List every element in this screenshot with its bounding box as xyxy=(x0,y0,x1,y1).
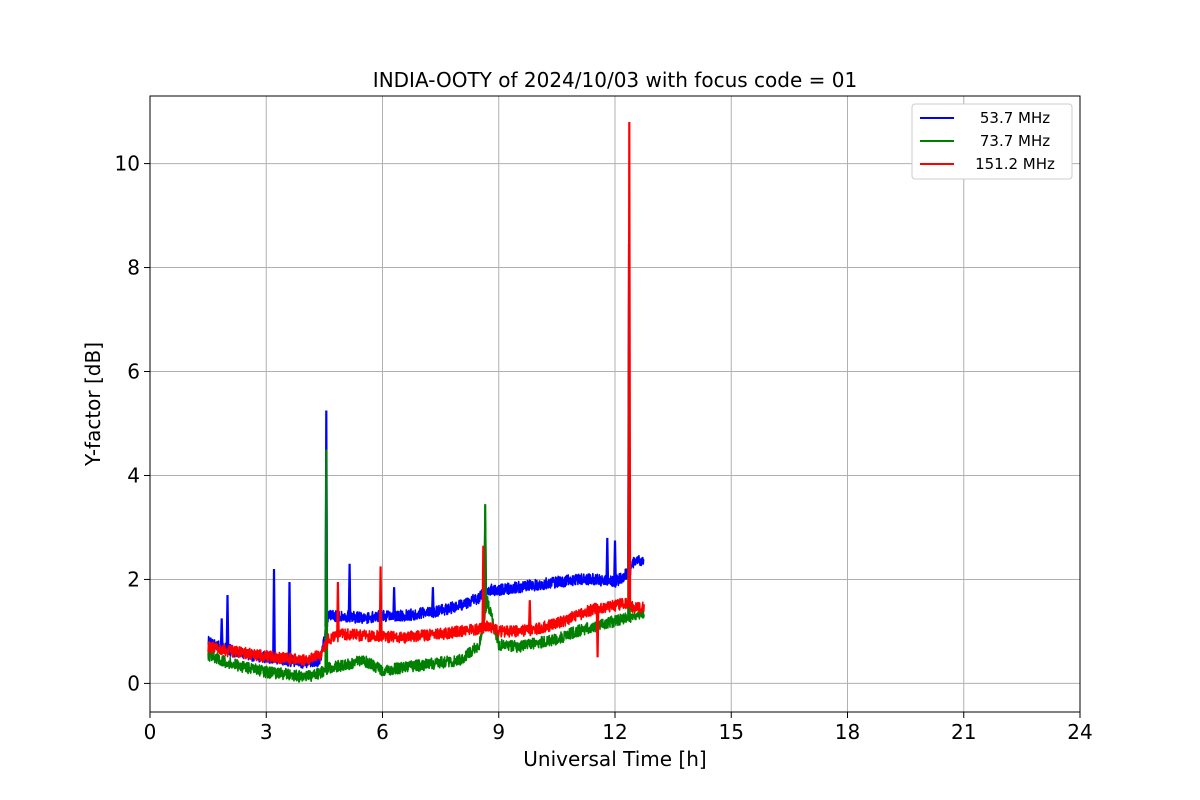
series-spike xyxy=(219,618,224,648)
series-layer xyxy=(207,121,645,683)
series-spike xyxy=(595,607,600,658)
series-spike xyxy=(347,563,352,617)
series-spike xyxy=(527,600,532,630)
legend-label: 73.7 MHz xyxy=(980,132,1050,150)
x-tick-label: 6 xyxy=(376,720,389,744)
series-spike xyxy=(605,537,610,582)
y-axis-label: Y-factor [dB] xyxy=(81,342,105,467)
x-tick-label: 24 xyxy=(1067,720,1092,744)
y-tick-label: 4 xyxy=(127,463,140,487)
x-axis-label: Universal Time [h] xyxy=(523,747,706,771)
series-spike xyxy=(613,540,617,583)
x-tick-label: 15 xyxy=(719,720,744,744)
series-spike xyxy=(324,449,329,670)
x-tick-label: 0 xyxy=(144,720,157,744)
x-tick-label: 18 xyxy=(835,720,860,744)
x-tick-label: 12 xyxy=(602,720,627,744)
legend-label: 53.7 MHz xyxy=(980,109,1050,127)
legend-box xyxy=(911,103,1073,180)
y-tick-label: 2 xyxy=(127,567,140,591)
x-tick-label: 9 xyxy=(492,720,505,744)
series-spike xyxy=(336,581,340,637)
series-spike xyxy=(272,568,276,659)
series-spike xyxy=(431,587,435,612)
y-tick-label: 8 xyxy=(127,256,140,280)
x-tick-label: 3 xyxy=(260,720,273,744)
series-line xyxy=(207,597,645,667)
series-spike xyxy=(287,581,292,661)
legend-label: 151.2 MHz xyxy=(975,155,1055,173)
y-tick-label: 10 xyxy=(115,152,140,176)
series-line xyxy=(207,595,645,683)
series-spike xyxy=(378,566,383,637)
y-tick-label: 0 xyxy=(127,671,140,695)
series-spike xyxy=(627,121,632,605)
series-spike xyxy=(483,504,488,612)
series-spike xyxy=(392,587,396,616)
series-spike xyxy=(225,594,230,650)
legend: 53.7 MHz 73.7 MHz 151.2 MHz xyxy=(911,103,1073,180)
x-tick-label: 21 xyxy=(951,720,976,744)
chart-title: INDIA-OOTY of 2024/10/03 with focus code… xyxy=(373,68,857,92)
series-spike xyxy=(481,545,486,628)
y-tick-label: 6 xyxy=(127,360,140,384)
